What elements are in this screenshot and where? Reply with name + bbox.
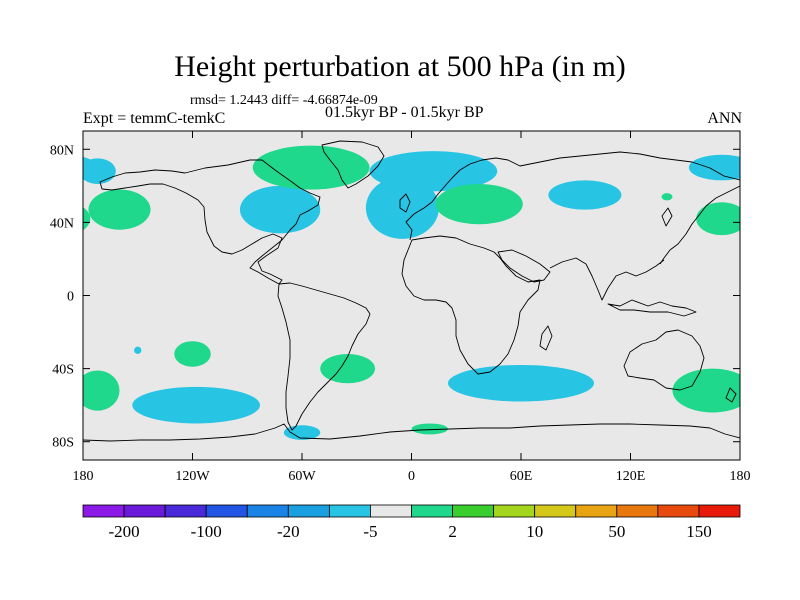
colorbar-swatch-3	[205, 504, 248, 518]
colorbar-label-4: 2	[448, 522, 457, 541]
colorbar-swatch-6	[328, 504, 371, 518]
colorbar-swatch-5	[287, 504, 330, 518]
anomaly-patch-3-wrap	[736, 163, 740, 179]
coast-new-zealand	[725, 387, 737, 403]
season-label: ANN	[707, 110, 742, 127]
anomaly-patch-0	[88, 189, 151, 230]
experiment-label: Expt = temmC-temkC	[83, 110, 226, 127]
anomaly-patch-8-wrap	[83, 156, 98, 179]
anomaly-patch-13	[83, 370, 120, 411]
colorbar-label-1: -100	[191, 522, 222, 541]
x-tick-label-6: 180	[730, 469, 751, 484]
coast-indonesia	[607, 299, 697, 317]
anomaly-patch-17	[411, 423, 448, 435]
x-tick-label-3: 0	[408, 469, 415, 484]
anomaly-patch-2	[252, 145, 370, 190]
colorbar-swatch-4	[246, 504, 289, 518]
coast-south-america	[277, 282, 371, 431]
y-axis: 80N 40N 0 40S 80S	[50, 143, 740, 451]
coast-arabia	[497, 249, 551, 283]
coast-antarctica	[83, 423, 740, 442]
coast-uk	[399, 193, 411, 213]
colorbar-label-3: -5	[363, 522, 377, 541]
colorbar-swatch-14	[657, 504, 700, 518]
anomaly-patch-6	[435, 184, 523, 225]
colorbar-swatch-12	[575, 504, 618, 518]
anomaly-patch-10	[661, 193, 673, 201]
coast-south-asia	[549, 257, 665, 301]
colorbar-label-7: 150	[686, 522, 712, 541]
y-tick-label-3: 40S	[52, 363, 74, 378]
anomaly-patch-9-wrap	[83, 207, 91, 231]
anomaly-patch-5	[365, 176, 439, 239]
colorbar-swatch-15	[698, 504, 741, 518]
colorbar-swatch-7	[370, 504, 412, 518]
colorbar-swatch-13	[616, 504, 659, 518]
coastlines	[83, 140, 740, 442]
colorbar-swatch-11	[534, 504, 577, 518]
x-tick-label-0: 180	[73, 469, 94, 484]
colorbar-label-5: 10	[526, 522, 543, 541]
x-tick-label-1: 120W	[175, 469, 210, 484]
colorbar-label-6: 50	[608, 522, 625, 541]
anomaly-patch-15	[448, 364, 594, 402]
chart-title: Height perturbation at 500 hPa (in m)	[174, 50, 626, 83]
coast-europe	[405, 151, 740, 265]
anomaly-patch-7	[548, 180, 622, 210]
y-tick-label-0: 80N	[50, 143, 74, 158]
colorbar-label-2: -20	[277, 522, 300, 541]
x-tick-label-4: 60E	[510, 469, 533, 484]
colorbar-swatch-8	[411, 504, 453, 518]
anomaly-patch-12	[320, 353, 375, 384]
anomaly-patch-19	[134, 346, 142, 354]
anomaly-patch-14-wrap	[83, 374, 96, 407]
anomaly-patch-9	[696, 202, 740, 236]
colorbar-swatch-1	[123, 504, 166, 518]
y-tick-label-1: 40N	[50, 216, 74, 231]
coast-japan	[661, 207, 673, 227]
x-tick-label-5: 120E	[616, 469, 646, 484]
anomaly-patch-14	[672, 368, 740, 413]
colorbar-swatch-0	[82, 504, 125, 518]
colorbar: -200 -100 -20 -5 2 10 50 150	[82, 504, 741, 541]
coast-australia	[623, 329, 705, 391]
stats-line: rmsd= 1.2443 diff= -4.66874e-09	[190, 93, 378, 108]
coast-greenland	[321, 140, 385, 189]
anomaly-patch-1	[239, 185, 321, 234]
coast-madagascar	[539, 325, 553, 351]
y-tick-label-4: 80S	[52, 436, 74, 451]
y-tick-label-2: 0	[67, 290, 74, 305]
coast-africa	[401, 235, 541, 375]
anomaly-patch-11	[174, 341, 211, 367]
coast-north-america	[99, 159, 321, 285]
anomaly-patch-8	[688, 154, 740, 181]
x-tick-label-2: 60W	[288, 469, 316, 484]
x-axis: 180 120W 60W 0 60E 120E 180	[73, 131, 751, 484]
anomaly-patch-16	[132, 386, 261, 424]
colorbar-label-0: -200	[108, 522, 139, 541]
colorbar-swatch-10	[493, 504, 536, 518]
period-label: 01.5kyr BP - 01.5kyr BP	[325, 104, 484, 121]
colorbar-swatch-9	[452, 504, 495, 518]
colorbar-swatch-2	[164, 504, 207, 518]
